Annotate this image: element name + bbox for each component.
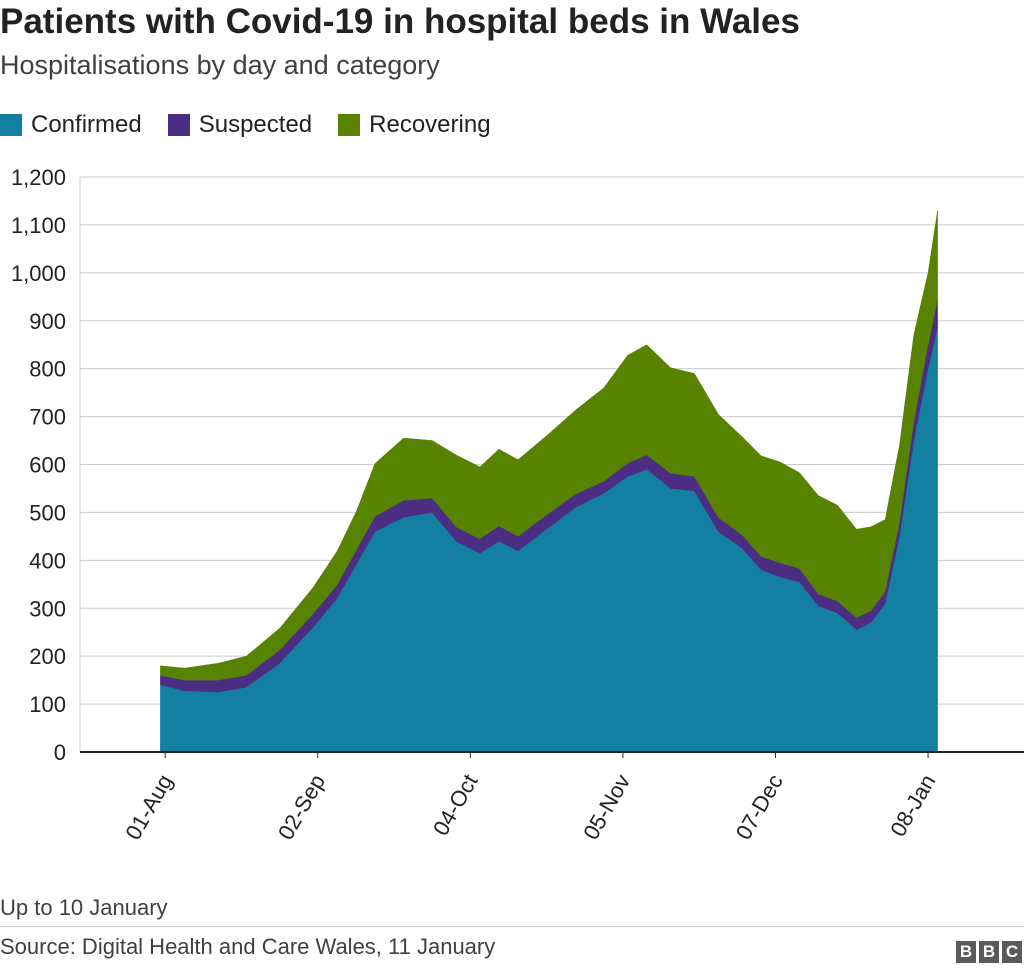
legend-label-suspected: Suspected (198, 111, 313, 138)
x-tick-label: 08-Jan (885, 770, 940, 841)
bbc-logo-letter: B (979, 941, 999, 963)
chart-note: Up to 10 January (0, 895, 168, 920)
legend-swatch-recovering (338, 114, 361, 136)
legend-swatch-suspected (167, 114, 190, 136)
y-tick-label: 100 (29, 692, 66, 717)
source-text: Source: Digital Health and Care Wales, 1… (0, 934, 496, 959)
bbc-logo: B B C (953, 941, 1022, 963)
x-tick-label: 07-Dec (731, 770, 788, 844)
bbc-logo-letter: C (1002, 941, 1022, 963)
y-tick-label: 1,100 (11, 213, 66, 238)
legend-item-confirmed: Confirmed (0, 111, 142, 139)
y-tick-label: 900 (29, 309, 66, 334)
y-tick-label: 700 (29, 405, 66, 430)
y-tick-label: 600 (29, 453, 66, 478)
series-areas (160, 210, 938, 753)
x-tick-label: 04-Oct (428, 770, 483, 840)
chart-title: Patients with Covid-19 in hospital beds … (0, 2, 800, 41)
bbc-logo-letter: B (956, 941, 976, 963)
chart-subtitle: Hospitalisations by day and category (0, 50, 440, 80)
y-tick-label: 800 (29, 357, 66, 382)
legend-item-recovering: Recovering (338, 111, 491, 139)
x-tick-label: 01-Aug (120, 770, 177, 844)
x-tick-label: 02-Sep (273, 770, 330, 844)
y-tick-label: 0 (54, 740, 66, 765)
legend: Confirmed Suspected Recovering (0, 110, 517, 140)
y-tick-label: 300 (29, 596, 66, 621)
y-tick-label: 500 (29, 500, 66, 525)
y-tick-label: 1,000 (11, 261, 66, 286)
x-tick-label: 05-Nov (578, 770, 635, 844)
y-tick-label: 1,200 (11, 165, 66, 190)
series-area-recovering (160, 210, 938, 681)
footer-divider (0, 926, 1024, 927)
y-tick-label: 200 (29, 644, 66, 669)
legend-item-suspected: Suspected (167, 111, 313, 139)
stacked-area-chart: 0 100 200 300 400 500 600 700 800 900 1,000 1,100 1,… (11, 165, 1024, 844)
legend-label-confirmed: Confirmed (31, 111, 142, 138)
legend-label-recovering: Recovering (369, 111, 491, 138)
legend-swatch-confirmed (0, 114, 22, 136)
y-tick-label: 400 (29, 548, 66, 573)
